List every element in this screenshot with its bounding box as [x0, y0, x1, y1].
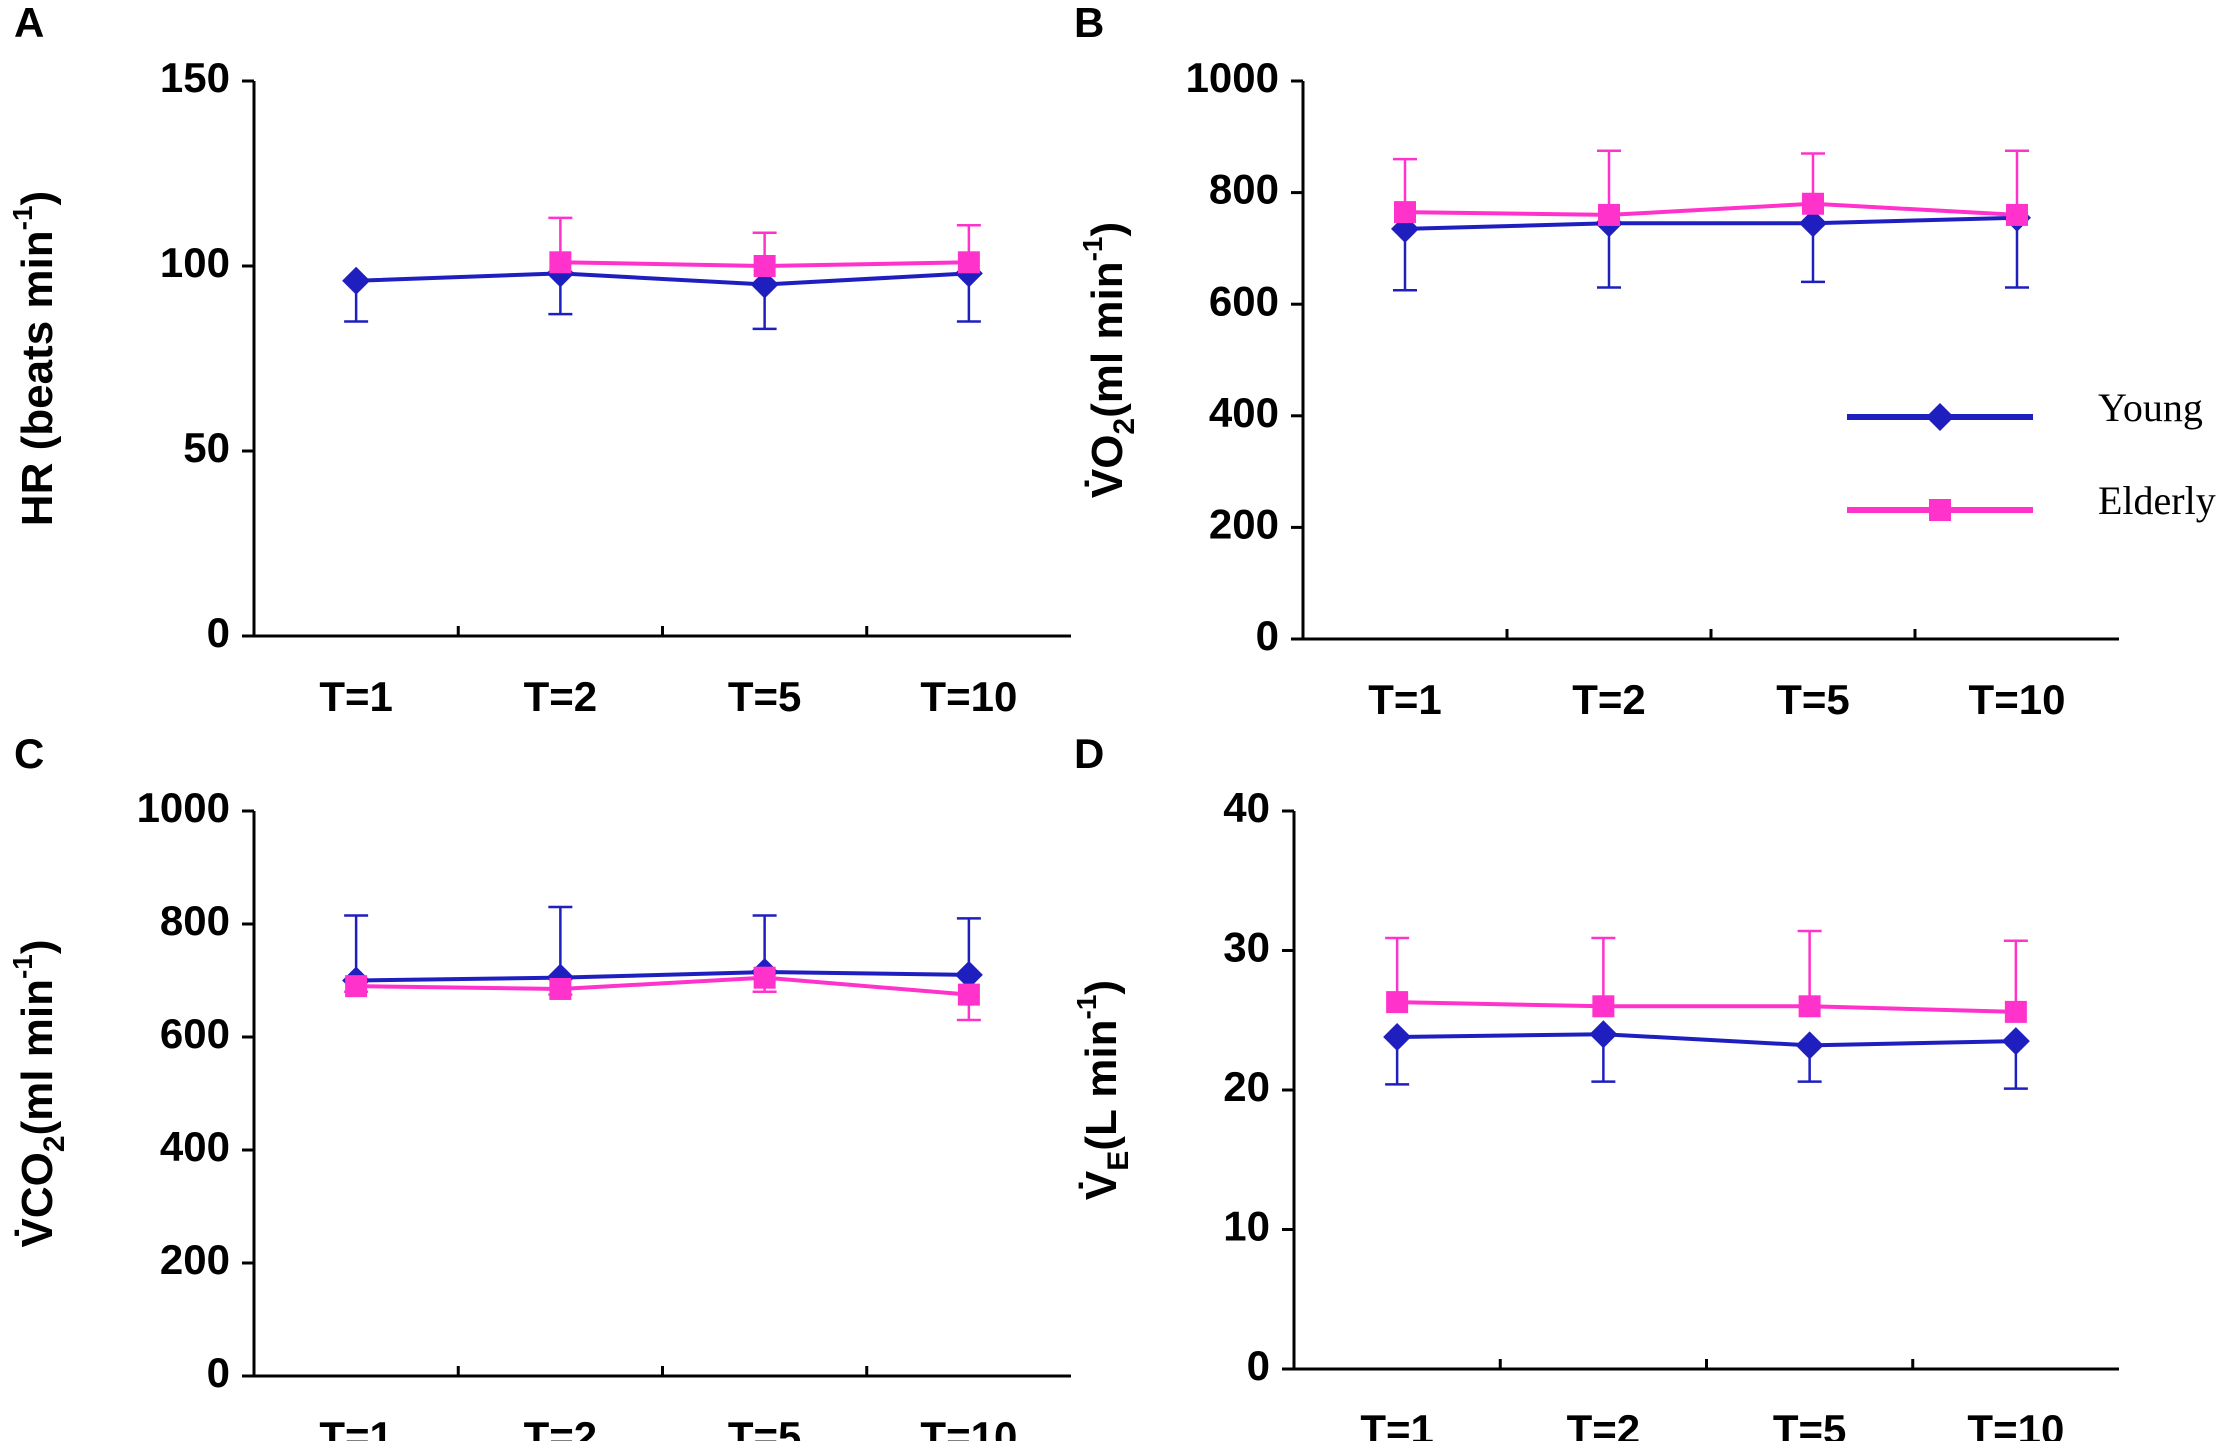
x-tick-label: T=5 — [728, 673, 802, 720]
y-axis-label-part: -1 — [1077, 237, 1108, 262]
x-tick-label: T=10 — [1969, 676, 2066, 723]
y-tick-label: 100 — [160, 239, 230, 286]
data-point — [1799, 209, 1827, 238]
y-tick-label: 40 — [1223, 784, 1270, 831]
y-tick-label: 0 — [1247, 1342, 1270, 1389]
panel-label: D — [1074, 730, 1104, 777]
y-tick-label: 600 — [1209, 277, 1279, 324]
x-tick-label: T=1 — [319, 1413, 393, 1441]
y-tick-label: 800 — [1209, 166, 1279, 213]
y-axis-label-part: E — [1102, 1151, 1135, 1171]
panel-label: C — [14, 730, 44, 777]
y-tick-label: 400 — [1209, 389, 1279, 436]
series-line — [356, 975, 970, 997]
data-point — [2004, 1000, 2027, 1023]
data-point — [753, 255, 776, 277]
y-tick-label: 0 — [207, 1349, 230, 1396]
y-tick-label: 200 — [1209, 500, 1279, 547]
data-point — [954, 960, 983, 989]
y-axis-label-part: ) — [13, 191, 62, 206]
y-axis-label-part: V̇ — [1076, 1170, 1125, 1200]
x-tick-label: T=2 — [1567, 1406, 1641, 1441]
series-line — [1397, 1032, 2016, 1048]
y-tick-label: 200 — [160, 1236, 230, 1283]
data-point — [2006, 203, 2028, 226]
y-axis-label-part: ) — [1077, 980, 1126, 995]
y-tick-label: 20 — [1223, 1063, 1270, 1110]
data-point — [1394, 201, 1416, 224]
y-axis-label: V̇CO2(ml min-1) — [7, 939, 72, 1247]
x-tick-label: T=5 — [1776, 676, 1850, 723]
y-axis-label: HR (beats min-1) — [7, 191, 62, 526]
series-line — [356, 970, 969, 983]
y-axis-label: V̇O2(ml min-1) — [1077, 222, 1142, 498]
y-tick-label: 0 — [207, 609, 230, 656]
x-tick-label: T=1 — [1368, 676, 1442, 723]
y-axis-label-part: -1 — [7, 205, 38, 230]
legend-label: Young — [2098, 385, 2203, 430]
legend-marker — [1929, 499, 1951, 521]
y-axis-label-part: ) — [1083, 222, 1132, 237]
y-axis-label-part: -1 — [1071, 995, 1102, 1020]
data-point — [1386, 991, 1409, 1014]
y-tick-label: 600 — [160, 1010, 230, 1057]
series-line — [1404, 215, 2018, 231]
y-axis-label-part: HR (beats min — [13, 230, 62, 526]
y-tick-label: 1000 — [1186, 54, 1279, 101]
y-tick-label: 150 — [160, 54, 230, 101]
series-line — [1397, 1000, 2016, 1014]
x-tick-label: T=5 — [728, 1413, 802, 1441]
y-axis-label-part: ) — [13, 939, 62, 954]
legend-marker — [1926, 403, 1954, 431]
y-tick-label: 400 — [160, 1123, 230, 1170]
data-point — [1795, 1031, 1824, 1060]
y-axis-label-part: -1 — [7, 954, 38, 979]
y-tick-label: 0 — [1256, 612, 1279, 659]
data-point — [549, 251, 572, 274]
legend-label: Elderly — [2098, 478, 2216, 523]
x-tick-label: T=10 — [920, 673, 1017, 720]
data-point — [1589, 1020, 1618, 1049]
x-tick-label: T=10 — [1967, 1406, 2064, 1441]
series-line — [356, 271, 969, 287]
data-point — [957, 251, 980, 274]
x-tick-label: T=2 — [524, 1413, 598, 1441]
panel-label: B — [1074, 0, 1104, 46]
series-line — [1404, 201, 2018, 217]
y-tick-label: 50 — [183, 424, 230, 471]
y-tick-label: 800 — [160, 897, 230, 944]
data-point — [1383, 1022, 1412, 1051]
y-axis-label-part: (ml min — [1083, 261, 1132, 417]
x-tick-label: T=2 — [1572, 676, 1646, 723]
y-axis-label-part: 2 — [38, 1135, 71, 1152]
data-point — [549, 977, 572, 1000]
data-point — [753, 966, 776, 989]
x-tick-label: T=1 — [319, 673, 393, 720]
data-point — [342, 266, 371, 295]
y-axis-label-part: 2 — [1108, 418, 1141, 435]
x-tick-label: T=5 — [1773, 1406, 1847, 1441]
data-point — [2001, 1027, 2030, 1056]
y-axis-label-part: (ml min — [13, 979, 62, 1135]
x-tick-label: T=2 — [524, 673, 598, 720]
y-tick-label: 1000 — [137, 784, 230, 831]
data-point — [345, 975, 368, 998]
y-axis-label-part: V̇CO — [12, 1152, 61, 1247]
x-tick-label: T=1 — [1360, 1406, 1434, 1441]
data-point — [1798, 995, 1821, 1018]
y-axis-label-part: (L min — [1077, 1020, 1126, 1151]
data-point — [1592, 995, 1615, 1018]
y-tick-label: 30 — [1223, 924, 1270, 971]
data-point — [750, 270, 779, 299]
y-tick-label: 10 — [1223, 1203, 1270, 1250]
data-point — [1802, 192, 1824, 215]
data-point — [1598, 203, 1620, 226]
y-axis-label-part: V̇O — [1082, 435, 1131, 499]
x-tick-label: T=10 — [920, 1413, 1017, 1441]
panel-label: A — [14, 0, 44, 46]
y-axis-label: V̇E(L min-1) — [1071, 980, 1136, 1200]
data-point — [957, 983, 980, 1006]
